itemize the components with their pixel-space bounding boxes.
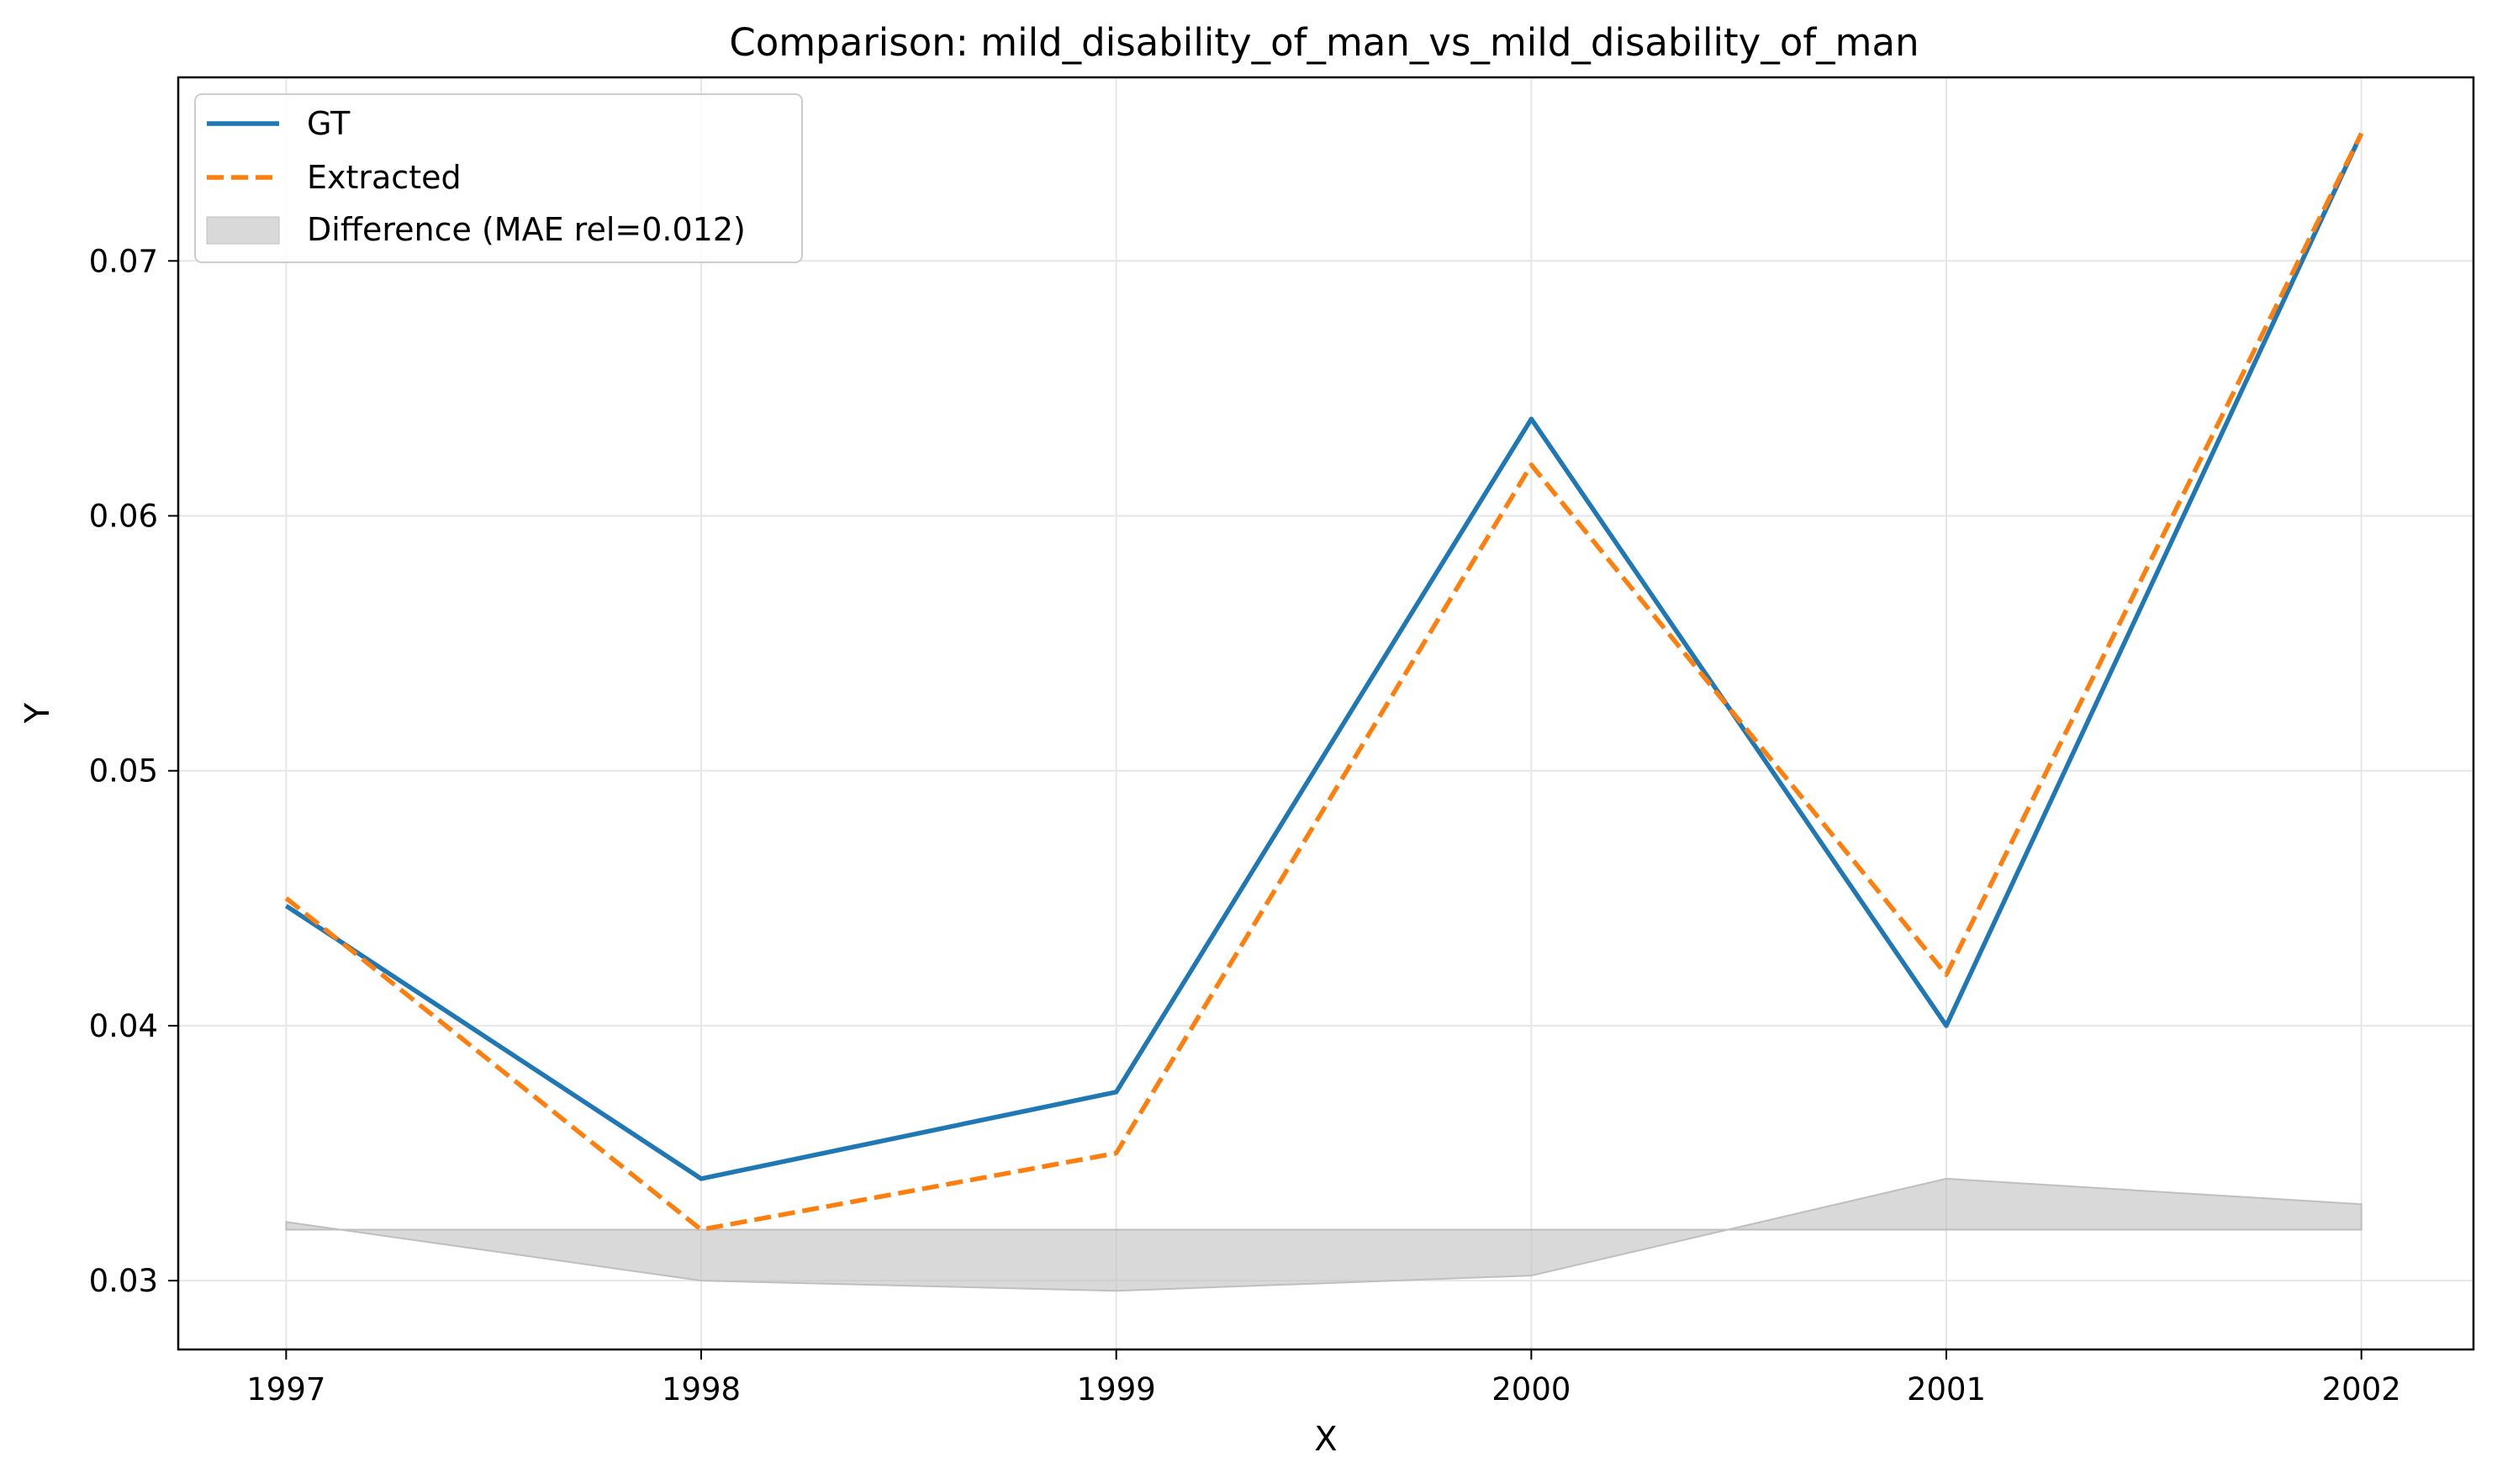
legend-difference-label: Difference (MAE rel=0.012) — [307, 211, 746, 248]
x-tick-label: 1998 — [662, 1371, 741, 1407]
x-tick-label: 1997 — [246, 1371, 325, 1407]
y-tick-label: 0.04 — [89, 1008, 158, 1044]
legend-difference-swatch — [206, 216, 280, 245]
y-tick-label: 0.06 — [89, 499, 158, 535]
x-axis-label: X — [1314, 1420, 1337, 1459]
difference-area-layer — [285, 1177, 2362, 1292]
y-tick-label: 0.05 — [89, 753, 158, 790]
series-line-extracted — [284, 132, 2364, 1233]
legend-extracted-label: Extracted — [307, 159, 462, 196]
plot-frame — [177, 76, 2475, 1351]
y-axis-label: Y — [18, 702, 57, 724]
chart-title: Comparison: mild_disability_of_man_vs_mi… — [729, 20, 1919, 65]
legend-box — [194, 93, 803, 263]
x-tick-label: 2000 — [1491, 1371, 1571, 1407]
x-tick-label: 1999 — [1077, 1371, 1156, 1407]
series-layer — [284, 132, 2364, 1233]
x-axis-ticks: 1997 1998 1999 2000 2001 2002 — [246, 1349, 2401, 1407]
y-tick-label: 0.07 — [89, 243, 158, 279]
series-line-gt — [284, 132, 2364, 1181]
y-tick-label: 0.03 — [89, 1263, 158, 1299]
difference-area — [285, 1177, 2362, 1292]
grid — [178, 77, 2473, 1349]
x-tick-label: 2002 — [2322, 1371, 2401, 1407]
x-tick-label: 2001 — [1907, 1371, 1986, 1407]
y-axis-ticks: 0.03 0.04 0.05 0.06 0.07 — [89, 243, 178, 1299]
legend: GT Extracted Difference (MAE rel=0.012) — [194, 93, 803, 263]
legend-gt-label: GT — [307, 105, 351, 142]
